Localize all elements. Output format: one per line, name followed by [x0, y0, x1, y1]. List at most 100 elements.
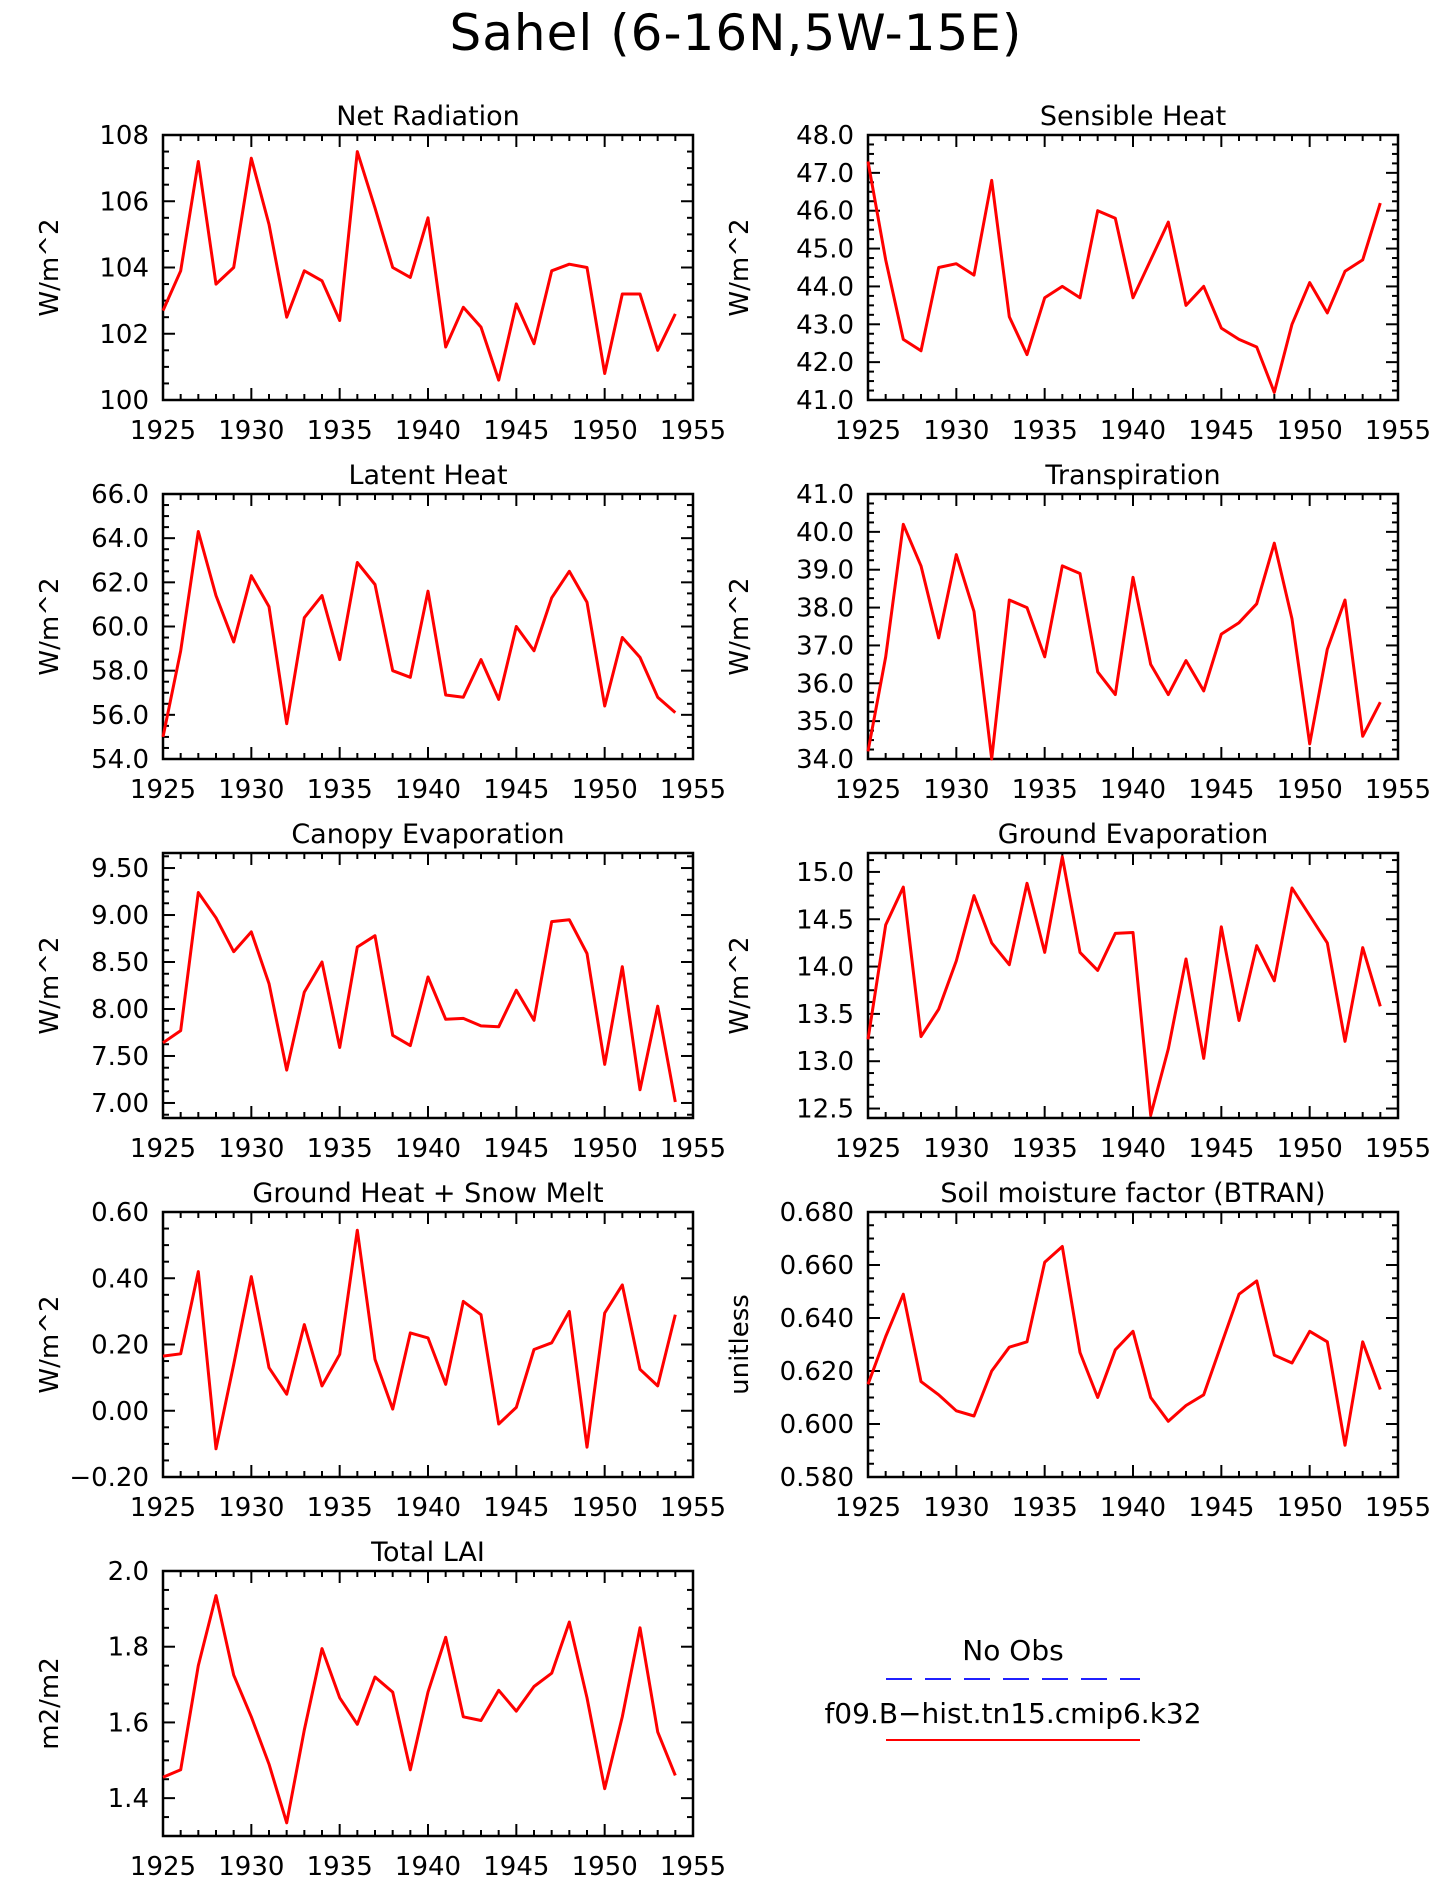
x-tick-label: 1945: [1188, 1493, 1254, 1523]
panel-title: Transpiration: [1044, 460, 1220, 491]
y-tick-label: 1.8: [108, 1633, 149, 1663]
plot-frame: [161, 1569, 695, 1838]
panel-title: Net Radiation: [336, 101, 520, 132]
x-tick-label: 1955: [660, 416, 726, 446]
y-axis-label: W/m^2: [35, 577, 65, 675]
x-tick-label: 1935: [307, 1134, 373, 1164]
x-tick-label: 1945: [483, 1852, 549, 1882]
x-tick-label: 1940: [1100, 1493, 1166, 1523]
series-line: [162, 1228, 677, 1451]
x-tick-label: 1930: [218, 1852, 284, 1882]
plot-frame: [161, 1210, 695, 1479]
chart-panel-8: 1925 1930 1935 1940 1945 1950 1955 0.580 0.600 0.…: [725, 1178, 1431, 1523]
x-tick-label: 1955: [660, 1493, 726, 1523]
plot-frame: [161, 851, 695, 1120]
x-tick-label: 1940: [395, 1852, 461, 1882]
series-line: [161, 530, 677, 738]
chart-panel-1: 1925 1930 1935 1940 1945 1950 1955 100 102 104 106…: [35, 101, 726, 446]
panel-title: Total LAI: [370, 1537, 485, 1568]
x-tick-label: 1940: [1100, 775, 1166, 805]
y-tick-label: 58.0: [91, 657, 149, 687]
x-tick-label: 1950: [572, 1852, 638, 1882]
y-tick-label: 54.0: [91, 745, 149, 775]
x-tick-label: 1930: [218, 1134, 284, 1164]
x-tick-label: 1950: [1277, 775, 1343, 805]
y-tick-label: 40.0: [796, 518, 854, 548]
series-line: [866, 855, 1382, 1117]
x-tick-label: 1945: [483, 1134, 549, 1164]
x-tick-label: 1930: [218, 775, 284, 805]
x-tick-label: 1950: [572, 1493, 638, 1523]
panel-title: Ground Evaporation: [998, 819, 1269, 850]
y-tick-label: 0.660: [780, 1251, 854, 1281]
y-tick-label: 100: [99, 386, 149, 416]
y-axis-label: m2/m2: [35, 1657, 65, 1750]
y-tick-label: 104: [99, 254, 149, 284]
x-tick-label: 1925: [130, 1852, 196, 1882]
y-tick-label: 56.0: [91, 701, 149, 731]
y-tick-label: 41.0: [796, 480, 854, 510]
x-tick-label: 1935: [1012, 775, 1078, 805]
chart-panels: 1925 1930 1935 1940 1945 1950 1955 100 102 104 106…: [35, 101, 1431, 1882]
chart-panel-5: 1925 1930 1935 1940 1945 1950 1955 7.00 7.50 8.00…: [35, 819, 726, 1164]
x-tick-label: 1925: [835, 416, 901, 446]
x-tick-label: 1930: [923, 1493, 989, 1523]
x-tick-label: 1945: [483, 416, 549, 446]
y-tick-label: 14.5: [796, 905, 854, 935]
y-axis-label: W/m^2: [725, 936, 755, 1034]
series-line: [866, 1245, 1382, 1447]
plot-frame: [161, 133, 695, 402]
panel-title: Soil moisture factor (BTRAN): [940, 1178, 1325, 1209]
legend-label-no-obs: No Obs: [962, 1634, 1063, 1667]
x-tick-label: 1925: [835, 1134, 901, 1164]
x-tick-label: 1940: [395, 416, 461, 446]
series-line: [162, 1594, 677, 1825]
y-tick-label: 0.20: [91, 1331, 149, 1361]
panel-title: Canopy Evaporation: [291, 819, 564, 850]
chart-panel-6: 1925 1930 1935 1940 1945 1950 1955 12.5 13.0 13.5…: [725, 819, 1431, 1164]
y-tick-label: 8.50: [91, 948, 149, 978]
y-tick-label: 36.0: [796, 669, 854, 699]
x-tick-label: 1940: [395, 1134, 461, 1164]
y-tick-label: 102: [99, 320, 149, 350]
x-tick-label: 1935: [1012, 1493, 1078, 1523]
plot-frame: [161, 492, 695, 761]
x-tick-label: 1950: [1277, 416, 1343, 446]
y-tick-label: 45.0: [796, 235, 854, 265]
y-axis-label: unitless: [725, 1294, 755, 1395]
x-tick-label: 1925: [835, 1493, 901, 1523]
x-tick-label: 1930: [923, 775, 989, 805]
y-tick-label: 64.0: [91, 524, 149, 554]
x-tick-label: 1955: [660, 1852, 726, 1882]
y-tick-label: 0.600: [780, 1410, 854, 1440]
figure-title: Sahel (6-16N,5W-15E): [450, 4, 1023, 62]
y-tick-label: 35.0: [796, 707, 854, 737]
y-tick-label: 1.6: [108, 1708, 149, 1738]
x-tick-label: 1945: [483, 1493, 549, 1523]
series-line: [866, 522, 1382, 761]
y-axis-label: W/m^2: [725, 577, 755, 675]
y-tick-label: 2.0: [108, 1557, 149, 1587]
x-tick-label: 1930: [218, 416, 284, 446]
x-tick-label: 1950: [572, 1134, 638, 1164]
chart-panel-7: 1925 1930 1935 1940 1945 1950 1955 −0.20 0.00 0.2…: [35, 1178, 726, 1523]
y-tick-label: 0.60: [91, 1198, 149, 1228]
x-tick-label: 1945: [1188, 416, 1254, 446]
y-tick-label: 13.0: [796, 1047, 854, 1077]
y-tick-label: 62.0: [91, 568, 149, 598]
chart-panel-2: 1925 1930 1935 1940 1945 1950 1955 41.0 42.0 43.0…: [725, 101, 1431, 446]
x-tick-label: 1930: [923, 1134, 989, 1164]
y-tick-label: 44.0: [796, 272, 854, 302]
x-tick-label: 1940: [1100, 1134, 1166, 1164]
x-tick-label: 1955: [1365, 1134, 1431, 1164]
x-tick-label: 1930: [923, 416, 989, 446]
x-tick-label: 1925: [130, 416, 196, 446]
x-tick-label: 1935: [307, 775, 373, 805]
x-tick-label: 1935: [307, 1852, 373, 1882]
x-tick-label: 1950: [1277, 1493, 1343, 1523]
y-tick-label: 9.00: [91, 901, 149, 931]
y-tick-label: 0.580: [780, 1463, 854, 1493]
x-tick-label: 1940: [395, 1493, 461, 1523]
y-tick-label: 38.0: [796, 594, 854, 624]
